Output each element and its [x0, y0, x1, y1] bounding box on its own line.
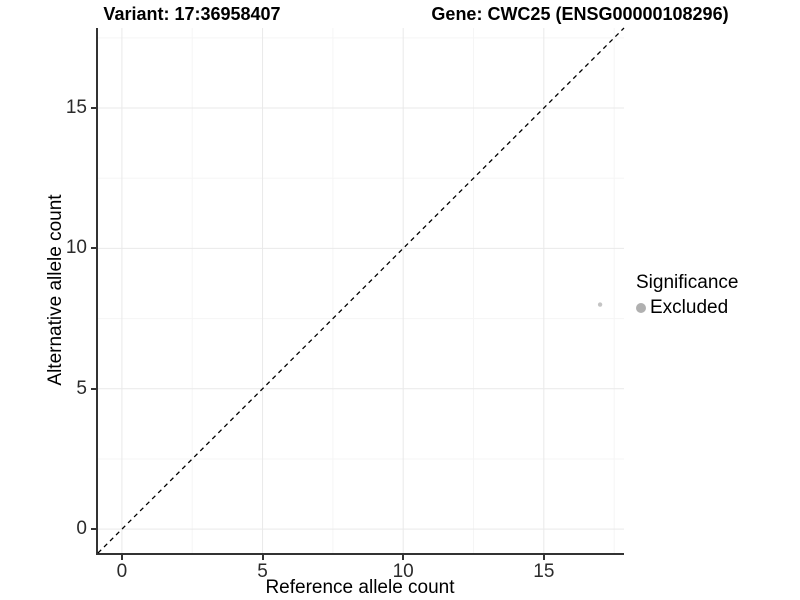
legend: Significance Excluded	[636, 272, 738, 319]
y-axis-tick	[91, 528, 96, 531]
x-axis-tick	[261, 555, 264, 560]
gene-title: Gene: CWC25 (ENSG00000108296)	[431, 4, 729, 24]
x-tick-label: 10	[392, 561, 414, 582]
x-tick-label: 5	[257, 561, 268, 582]
x-tick-label: 15	[533, 561, 555, 582]
data-point	[597, 302, 603, 307]
y-axis-tick	[91, 107, 96, 109]
x-tick-label: 0	[116, 561, 128, 582]
identity-dashed-line	[97, 27, 625, 554]
x-axis-tick	[542, 555, 545, 560]
y-tick-label: 5	[76, 377, 87, 399]
variant-title: Variant: 17:36958407	[103, 4, 281, 24]
y-tick-label: 15	[65, 97, 87, 118]
legend-item-excluded: Excluded	[636, 297, 738, 319]
plot-canvas	[97, 27, 625, 554]
plot-panel	[96, 27, 625, 555]
y-axis-title: Alternative allele count	[45, 194, 66, 386]
y-tick-label: 0	[76, 518, 87, 540]
legend-item-label: Excluded	[650, 297, 729, 318]
x-axis-title: Reference allele count	[265, 577, 455, 598]
y-axis-tick	[91, 247, 96, 250]
y-axis-tick	[91, 387, 96, 390]
y-tick-label: 10	[65, 237, 87, 259]
legend-title: Significance	[636, 272, 739, 293]
x-axis-tick	[120, 555, 123, 560]
x-axis-tick	[402, 555, 405, 560]
legend-key-dot-icon	[636, 303, 646, 313]
